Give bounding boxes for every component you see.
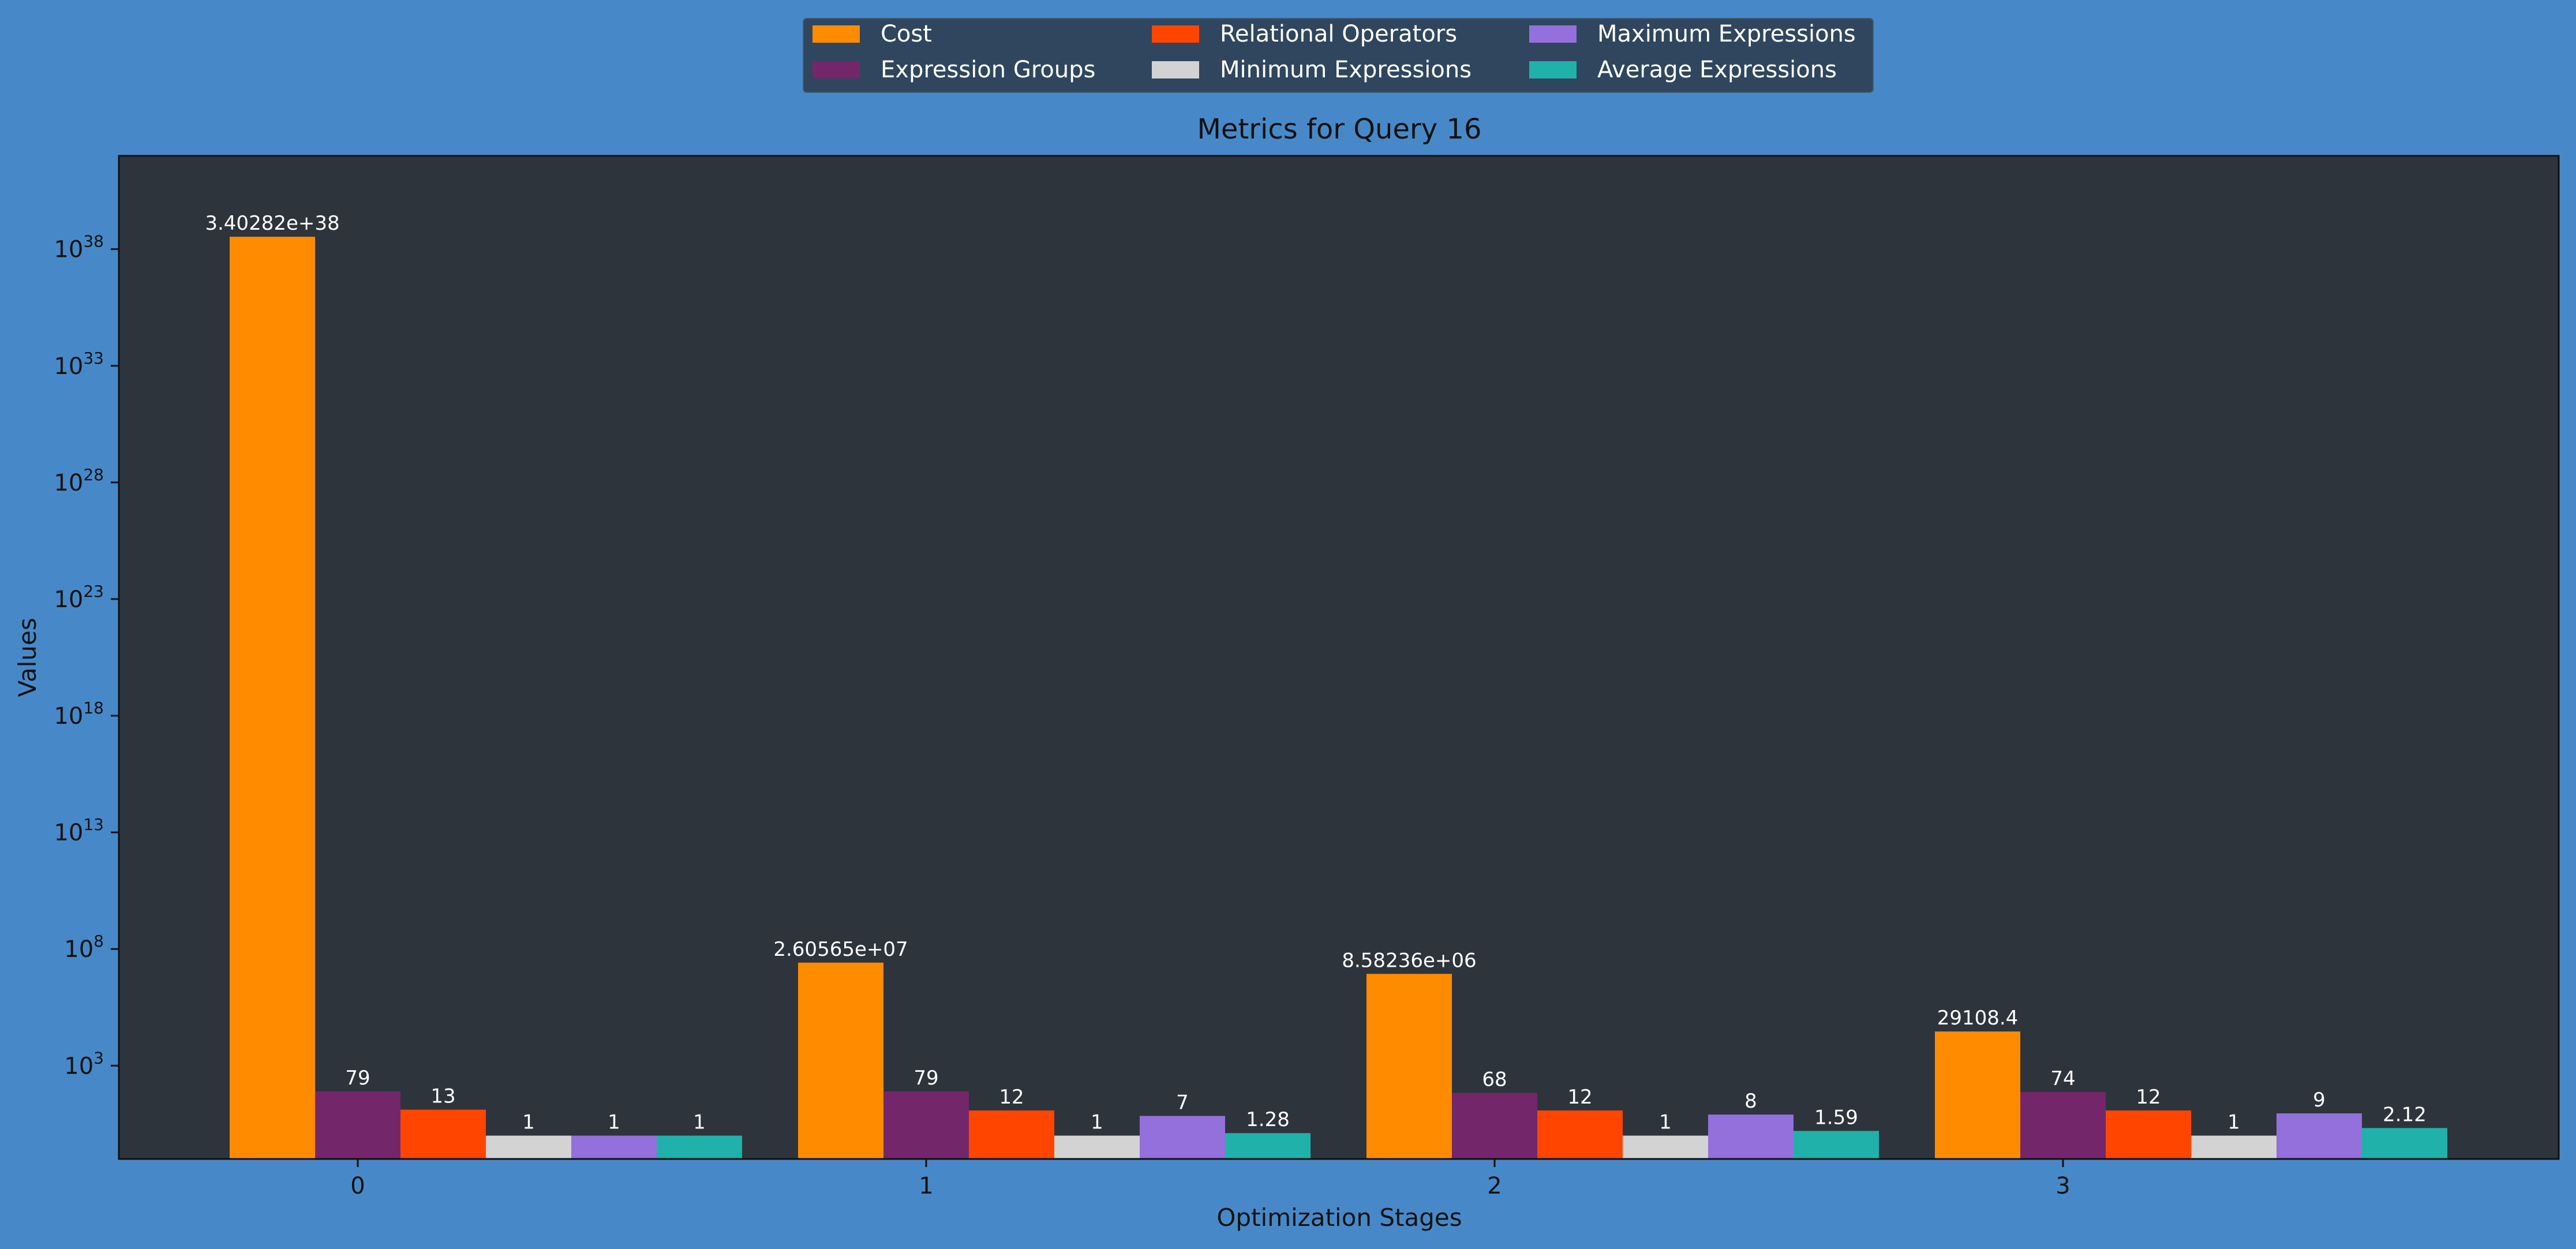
legend-item-relational-operators: Relational Operators bbox=[1152, 21, 1457, 47]
data-label: 7 bbox=[1176, 1091, 1189, 1114]
legend-label: Expression Groups bbox=[881, 57, 1095, 83]
data-label: 79 bbox=[913, 1067, 938, 1090]
legend-label: Minimum Expressions bbox=[1220, 57, 1472, 83]
legend-swatch bbox=[813, 61, 860, 78]
data-label: 1 bbox=[1659, 1111, 1672, 1134]
legend-label: Maximum Expressions bbox=[1597, 21, 1856, 47]
data-label: 79 bbox=[345, 1067, 370, 1090]
data-label: 1.59 bbox=[1814, 1106, 1858, 1129]
bar-minimum-expressions-stage-2 bbox=[1623, 1135, 1708, 1159]
legend-label: Cost bbox=[881, 21, 932, 47]
legend-swatch bbox=[813, 25, 860, 43]
bar-average-expressions-stage-2 bbox=[1794, 1131, 1879, 1159]
bar-cost-stage-3 bbox=[1935, 1031, 2020, 1159]
data-label: 8 bbox=[1744, 1090, 1757, 1113]
legend-box bbox=[803, 18, 1874, 93]
bar-maximum-expressions-stage-2 bbox=[1708, 1115, 1794, 1159]
x-tick-label: 2 bbox=[1487, 1173, 1502, 1199]
data-label: 1 bbox=[693, 1111, 706, 1134]
y-tick-label: 103 bbox=[64, 1048, 104, 1079]
y-tick-label: 1038 bbox=[54, 232, 104, 263]
bar-maximum-expressions-stage-3 bbox=[2277, 1113, 2362, 1159]
bar-minimum-expressions-stage-1 bbox=[1054, 1135, 1140, 1159]
legend-swatch bbox=[1529, 61, 1577, 78]
x-tick-label: 3 bbox=[2055, 1173, 2070, 1199]
legend-swatch bbox=[1152, 25, 1199, 43]
y-tick-label: 1033 bbox=[54, 349, 104, 380]
y-tick-label: 1023 bbox=[54, 582, 104, 613]
bar-maximum-expressions-stage-1 bbox=[1140, 1116, 1225, 1159]
data-label: 68 bbox=[1482, 1068, 1507, 1091]
data-label: 29108.4 bbox=[1937, 1007, 2019, 1030]
data-label: 2.12 bbox=[2383, 1103, 2427, 1126]
bar-relational-operators-stage-1 bbox=[969, 1110, 1054, 1159]
data-label: 1.28 bbox=[1246, 1108, 1290, 1131]
legend-swatch bbox=[1152, 61, 1199, 78]
data-label: 12 bbox=[2136, 1086, 2161, 1109]
data-label: 2.60565e+07 bbox=[773, 938, 908, 961]
y-axis-label: Values bbox=[13, 618, 42, 697]
bar-average-expressions-stage-1 bbox=[1225, 1133, 1311, 1159]
bar-average-expressions-stage-0 bbox=[657, 1135, 742, 1159]
bar-maximum-expressions-stage-0 bbox=[571, 1135, 657, 1159]
data-label: 1 bbox=[522, 1111, 535, 1134]
legend: Cost Expression Groups Relational Operator… bbox=[803, 18, 1874, 93]
legend-item-average-expressions: Average Expressions bbox=[1529, 57, 1837, 83]
bar-relational-operators-stage-3 bbox=[2106, 1110, 2191, 1159]
x-tick-label: 0 bbox=[350, 1173, 365, 1199]
bar-relational-operators-stage-0 bbox=[400, 1109, 486, 1159]
bar-expression-groups-stage-2 bbox=[1452, 1093, 1537, 1159]
y-tick-label: 108 bbox=[64, 932, 104, 963]
data-label: 12 bbox=[999, 1086, 1024, 1109]
data-label: 12 bbox=[1567, 1086, 1592, 1109]
data-label: 3.40282e+38 bbox=[205, 212, 339, 235]
legend-label: Relational Operators bbox=[1220, 21, 1457, 47]
bar-minimum-expressions-stage-0 bbox=[486, 1135, 571, 1159]
legend-label: Average Expressions bbox=[1597, 57, 1837, 83]
legend-item-maximum-expressions: Maximum Expressions bbox=[1529, 21, 1856, 47]
chart-title: Metrics for Query 16 bbox=[1197, 113, 1482, 145]
data-label: 8.58236e+06 bbox=[1342, 949, 1476, 972]
y-tick-label: 1013 bbox=[54, 815, 104, 846]
bar-expression-groups-stage-1 bbox=[883, 1091, 969, 1159]
data-label: 1 bbox=[1091, 1111, 1103, 1134]
bar-cost-stage-2 bbox=[1366, 974, 1452, 1159]
data-label: 1 bbox=[608, 1111, 620, 1134]
bar-expression-groups-stage-0 bbox=[315, 1091, 400, 1159]
bar-cost-stage-0 bbox=[230, 237, 315, 1159]
bar-minimum-expressions-stage-3 bbox=[2191, 1135, 2277, 1159]
bar-average-expressions-stage-3 bbox=[2362, 1128, 2447, 1159]
legend-swatch bbox=[1529, 25, 1577, 43]
legend-item-minimum-expressions: Minimum Expressions bbox=[1152, 57, 1472, 83]
legend-item-expression-groups: Expression Groups bbox=[813, 57, 1095, 83]
data-label: 13 bbox=[430, 1085, 455, 1108]
y-tick-label: 1028 bbox=[54, 465, 104, 496]
data-label: 74 bbox=[2050, 1067, 2075, 1090]
plot-frame bbox=[118, 155, 2560, 1160]
legend-item-cost: Cost bbox=[813, 21, 932, 47]
data-label: 9 bbox=[2313, 1089, 2326, 1112]
bar-cost-stage-1 bbox=[798, 962, 883, 1159]
plot-area bbox=[119, 156, 2559, 1159]
bar-expression-groups-stage-3 bbox=[2020, 1092, 2106, 1159]
x-tick-label: 1 bbox=[919, 1173, 933, 1199]
data-label: 1 bbox=[2227, 1111, 2240, 1134]
bar-relational-operators-stage-2 bbox=[1537, 1110, 1623, 1159]
y-tick-label: 1018 bbox=[54, 698, 104, 730]
x-axis-label: Optimization Stages bbox=[1216, 1203, 1462, 1232]
